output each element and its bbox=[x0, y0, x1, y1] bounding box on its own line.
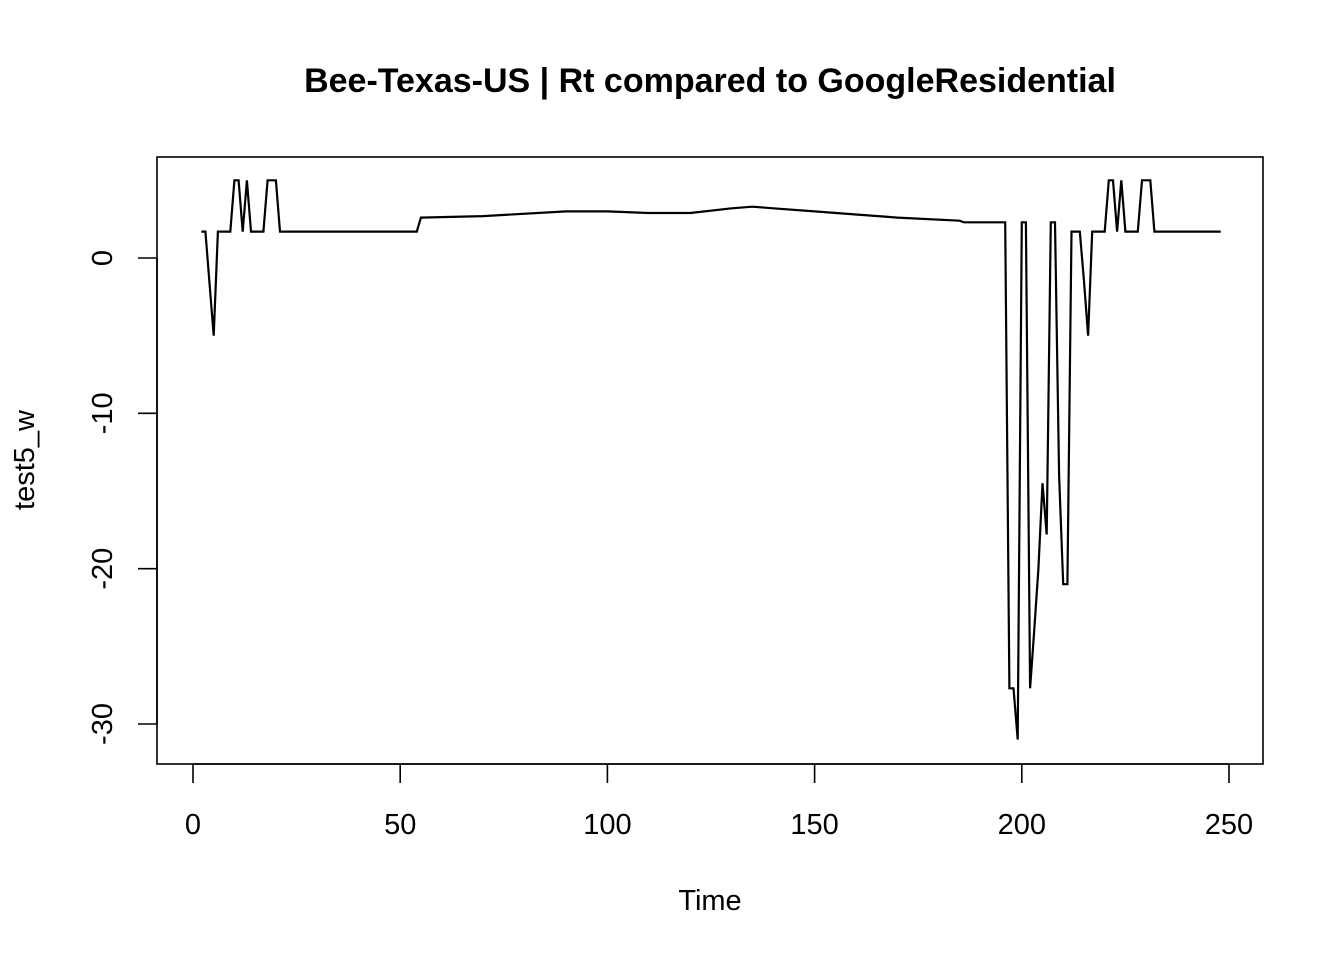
x-tick-label: 200 bbox=[998, 809, 1046, 841]
x-tick-label: 0 bbox=[185, 809, 201, 841]
x-tick-label: 50 bbox=[384, 809, 416, 841]
x-tick-label: 100 bbox=[583, 809, 631, 841]
y-tick-label: -30 bbox=[87, 703, 119, 745]
y-tick-label: 0 bbox=[87, 250, 119, 266]
plot-frame bbox=[157, 157, 1263, 764]
x-axis-label: Time bbox=[678, 885, 741, 917]
x-axis: 0 50 100 150 200 250 bbox=[185, 764, 1253, 841]
series-line bbox=[201, 180, 1220, 739]
x-tick-label: 250 bbox=[1205, 809, 1253, 841]
y-axis-label: test5_w bbox=[9, 409, 41, 510]
y-ticks: -30 -20 -10 0 bbox=[87, 250, 157, 745]
x-ticks: 0 50 100 150 200 250 bbox=[185, 764, 1253, 841]
chart-title: Bee-Texas-US | Rt compared to GoogleResi… bbox=[304, 62, 1116, 100]
y-tick-label: -20 bbox=[87, 548, 119, 590]
x-tick-label: 150 bbox=[790, 809, 838, 841]
y-tick-label: -10 bbox=[87, 392, 119, 434]
y-axis: -30 -20 -10 0 bbox=[87, 250, 157, 745]
